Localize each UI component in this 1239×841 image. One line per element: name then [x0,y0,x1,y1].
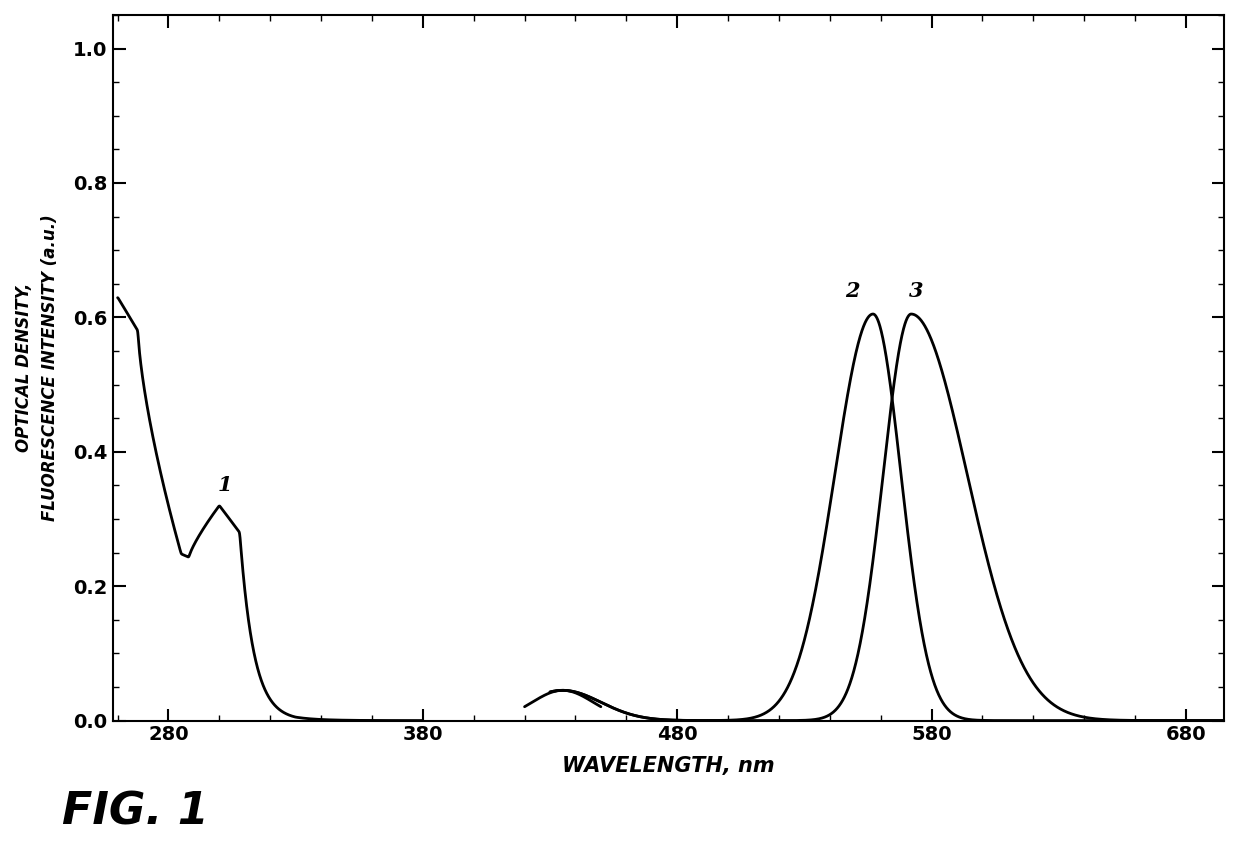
Text: 2: 2 [845,281,860,300]
Text: 1: 1 [217,475,232,495]
Text: 3: 3 [909,281,923,300]
Text: FIG. 1: FIG. 1 [62,791,208,833]
Y-axis label: OPTICAL DENSITY,
FLUORESCENCE INTENSITY (a.u.): OPTICAL DENSITY, FLUORESCENCE INTENSITY … [15,214,59,521]
X-axis label: WAVELENGTH, nm: WAVELENGTH, nm [563,755,774,775]
